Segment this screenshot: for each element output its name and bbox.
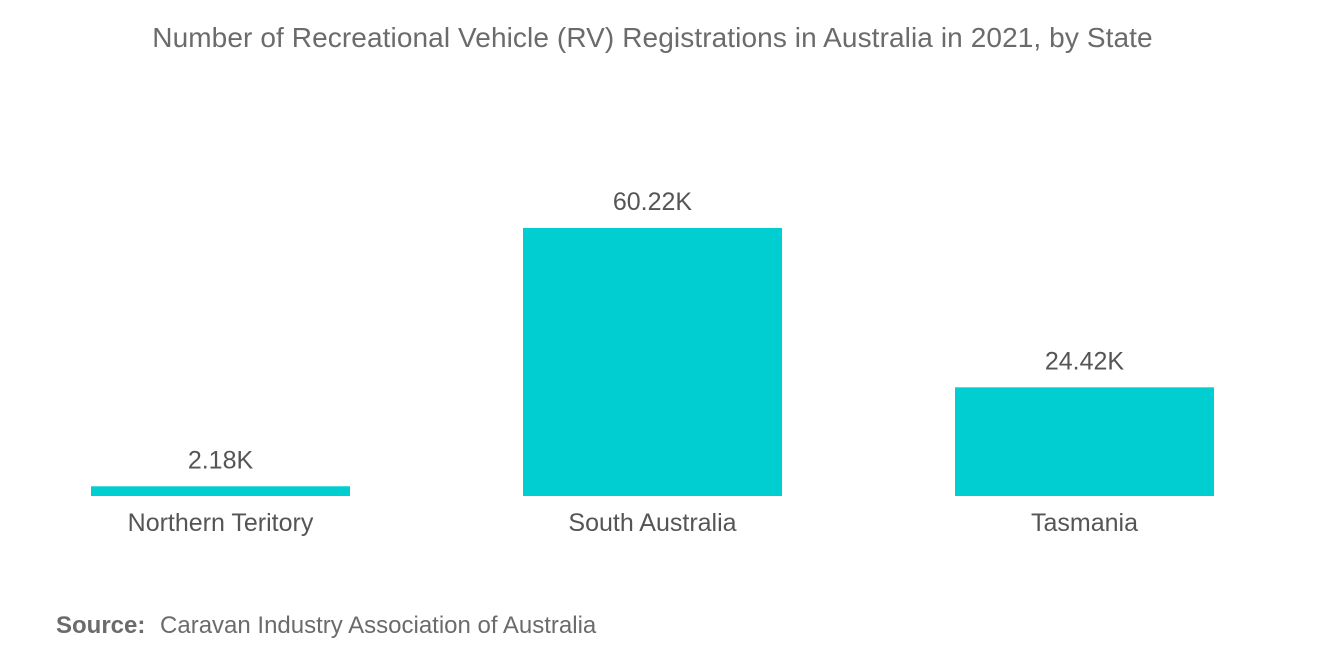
source-label: Source: — [56, 612, 146, 639]
source-text: Caravan Industry Association of Australi… — [160, 612, 597, 639]
data-label: 24.42K — [1045, 347, 1125, 375]
data-label: 2.18K — [188, 446, 254, 474]
chart-title: Number of Recreational Vehicle (RV) Regi… — [152, 22, 1153, 53]
source-note: Source: Caravan Industry Association of … — [56, 612, 596, 640]
category-label: Northern Teritory — [128, 509, 314, 537]
bar-northern-teritory — [91, 486, 350, 496]
data-label: 60.22K — [613, 188, 693, 216]
category-label: South Australia — [568, 509, 736, 537]
bar-south-australia — [523, 228, 782, 496]
bar-tasmania — [955, 387, 1214, 496]
bar-chart: 2.18K Northern Teritory 60.22K South Austra… — [91, 188, 1214, 537]
category-label: Tasmania — [1031, 509, 1138, 537]
